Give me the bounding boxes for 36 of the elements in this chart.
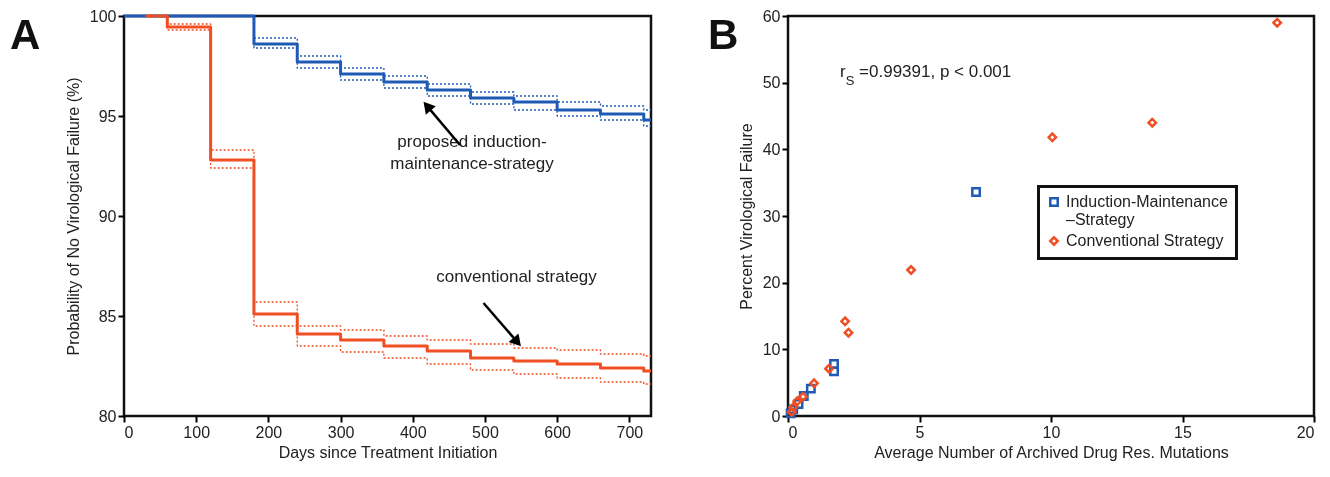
y-tick-label: 20 — [762, 274, 781, 292]
y-tick-label: 0 — [771, 407, 781, 425]
x-tick-label: 0 — [124, 423, 134, 441]
y-tick-label: 80 — [98, 407, 117, 425]
y-tick-label: 100 — [89, 7, 117, 25]
legend-label: Conventional Strategy — [1066, 232, 1224, 249]
x-tick-label: 500 — [472, 423, 499, 441]
y-tick-label: 10 — [762, 340, 781, 358]
x-tick-label: 200 — [255, 423, 283, 441]
y-tick-label: 85 — [98, 307, 117, 325]
annotation: conventional strategy — [436, 267, 598, 286]
x-tick-label: 0 — [788, 423, 798, 441]
chart-title: B — [708, 11, 739, 58]
x-tick-label: 10 — [1042, 423, 1061, 441]
annotation: proposed induction- maintenance-strategy — [390, 132, 555, 173]
y-tick-label: 95 — [98, 107, 117, 125]
y-tick-label: 60 — [762, 7, 781, 25]
x-tick-label: 600 — [544, 423, 572, 441]
y-tick-label: 90 — [98, 207, 117, 225]
x-tick-label: 100 — [183, 423, 211, 441]
x-tick-label: 300 — [327, 423, 355, 441]
x-tick-label: 700 — [616, 423, 644, 441]
x-tick-label: 20 — [1296, 423, 1315, 441]
y-axis-title: Percent Virological Failure — [737, 123, 755, 310]
annotation: r$_{S}$ =0.99391, p < 0.001 — [840, 62, 1012, 88]
x-axis-title: Average Number of Archived Drug Res. Mutations — [874, 443, 1229, 461]
x-axis-title: Days since Treatment Initiation — [278, 443, 498, 461]
y-tick-label: 50 — [762, 74, 781, 92]
y-tick-label: 30 — [762, 207, 781, 225]
x-tick-label: 5 — [915, 423, 925, 441]
y-axis-title: Probability of No Virological Failure (%) — [64, 77, 82, 356]
x-tick-label: 15 — [1174, 423, 1192, 441]
x-tick-label: 400 — [399, 423, 427, 441]
legend-label: Induction-Maintenance –Strategy — [1066, 193, 1228, 228]
chart-title: A — [10, 11, 41, 58]
y-tick-label: 40 — [762, 140, 781, 158]
